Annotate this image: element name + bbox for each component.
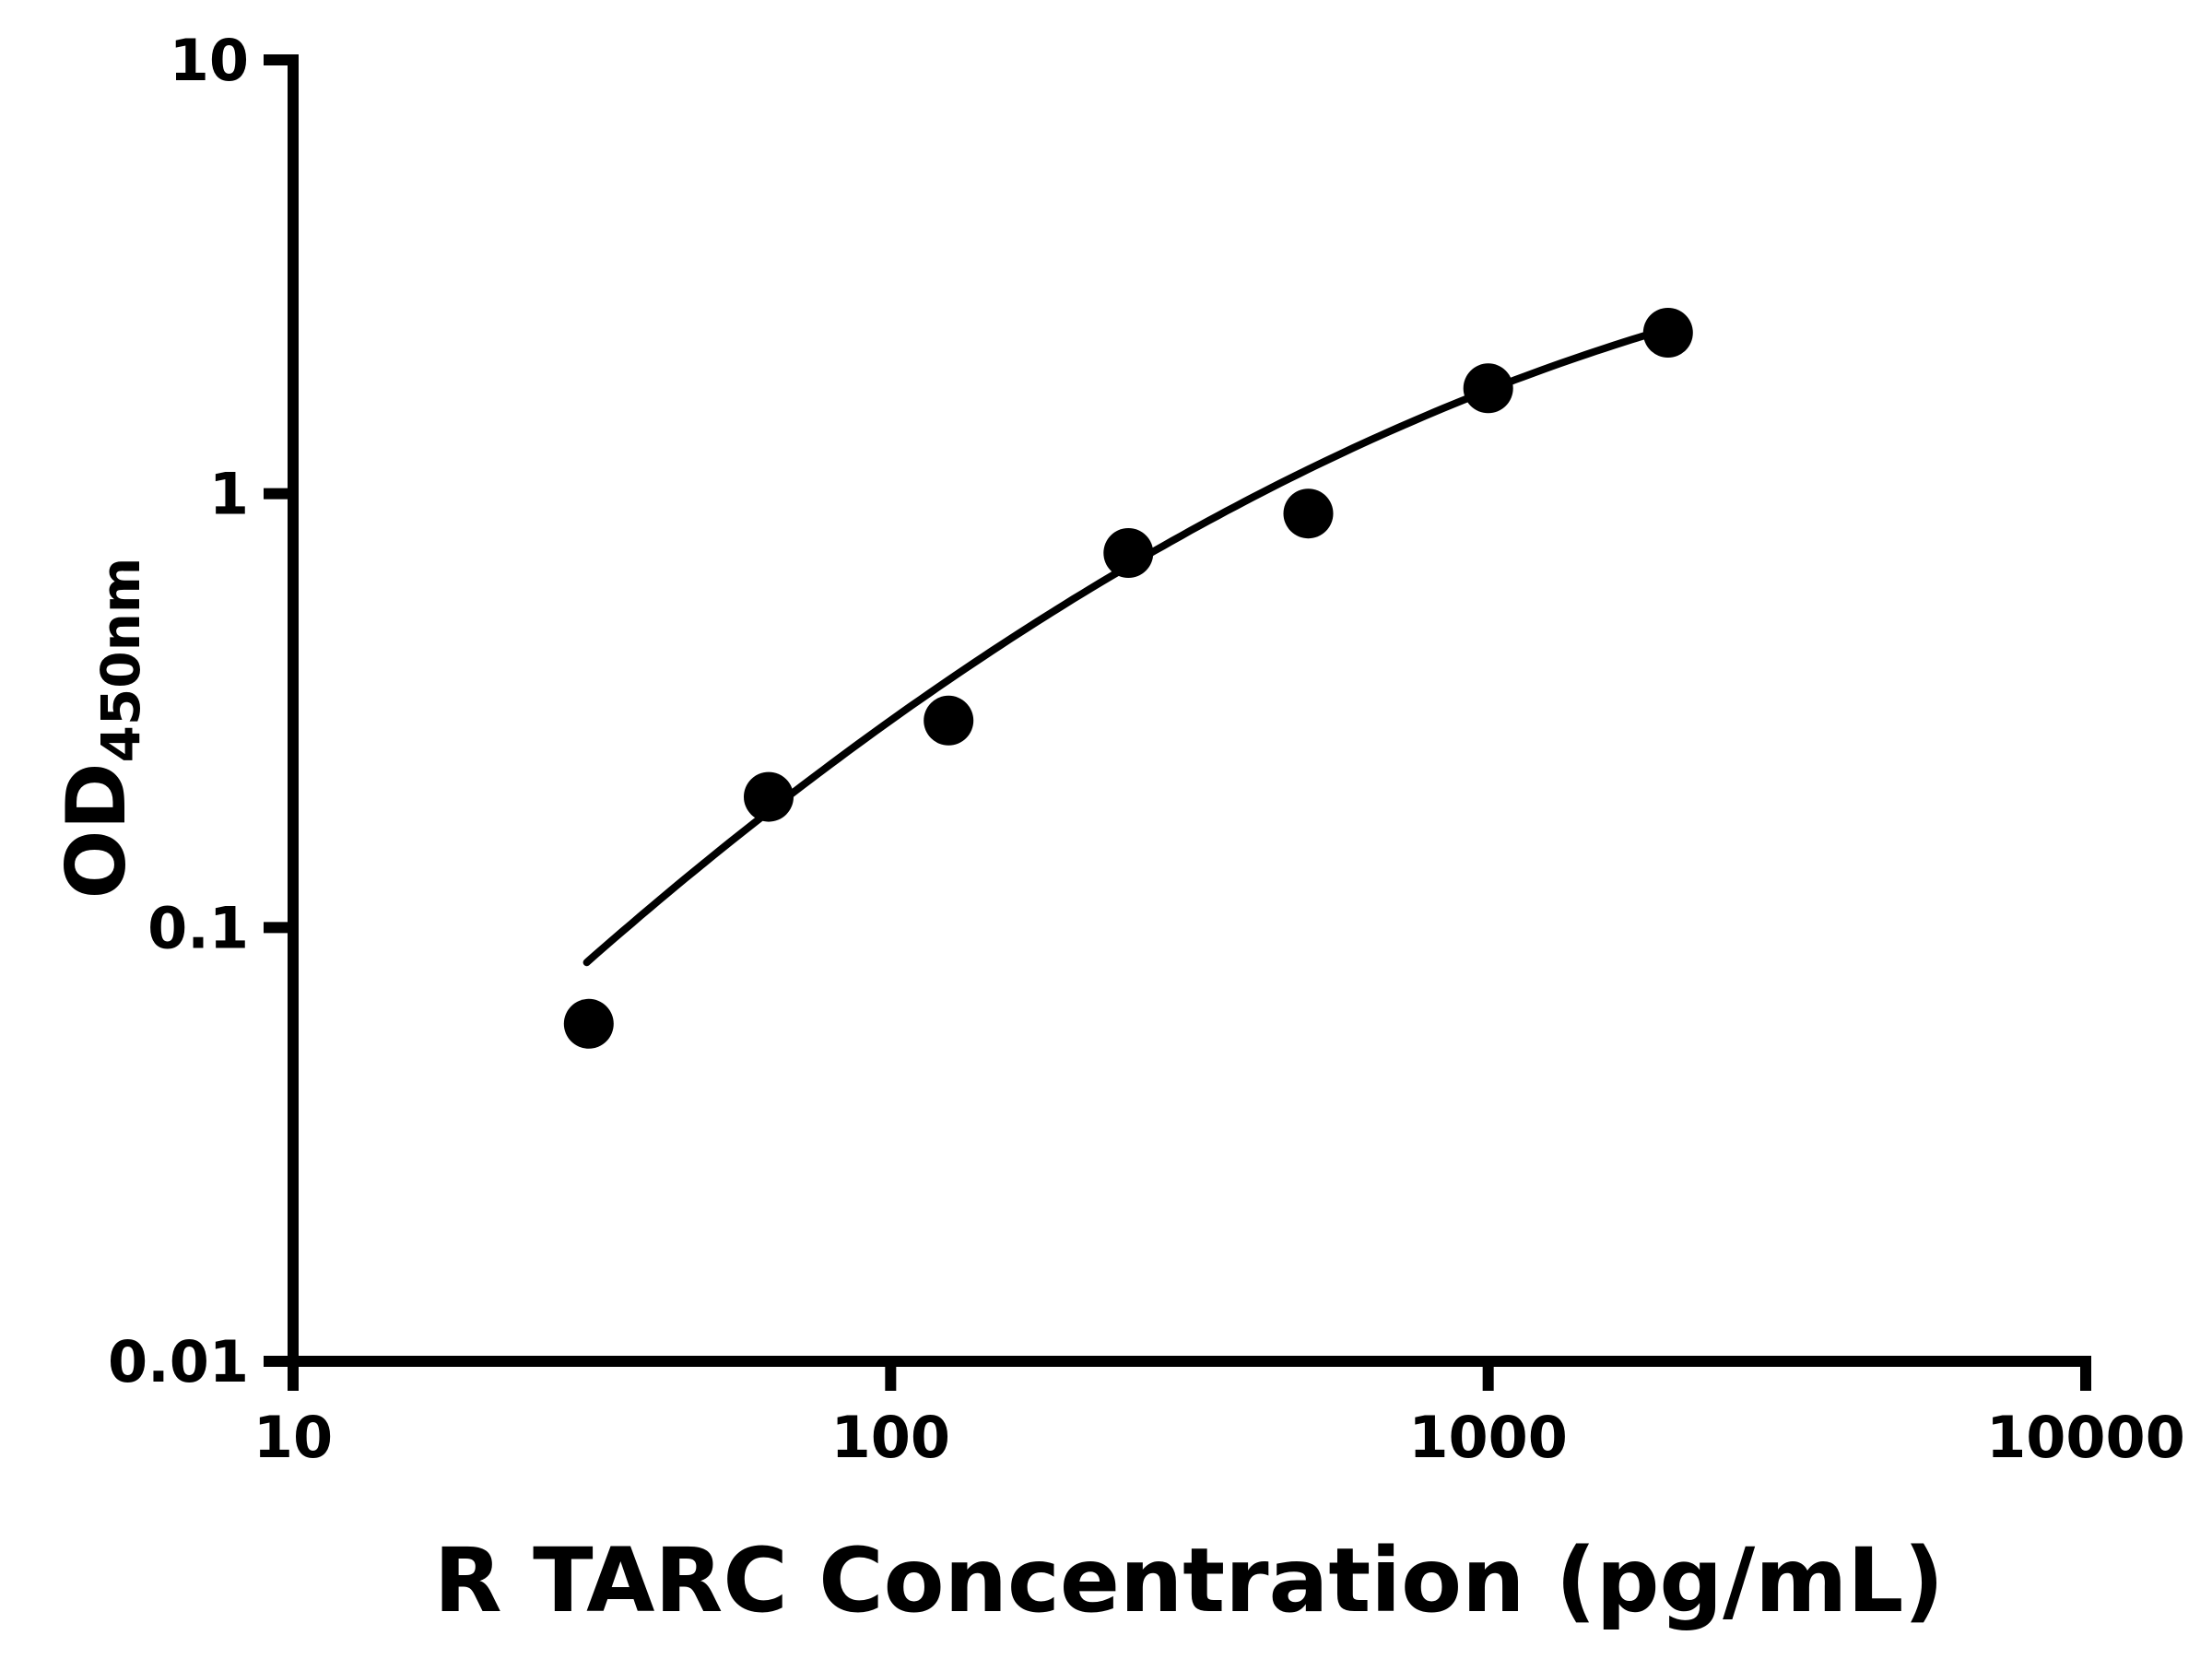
data-point <box>1463 363 1513 414</box>
x-tick-label: 10 <box>253 1404 333 1471</box>
data-point <box>1642 308 1693 358</box>
y-tick-label: 0.1 <box>147 894 249 961</box>
y-axis-title-sub: 450nm <box>89 558 152 763</box>
y-axis-title: OD450nm <box>49 558 152 900</box>
x-axis-title: R TARC Concentration (pg/mL) <box>434 1529 1945 1632</box>
x-tick-label: 100 <box>831 1404 950 1471</box>
data-point <box>1283 488 1334 539</box>
y-tick-label: 0.01 <box>108 1328 249 1395</box>
x-tick-label: 10000 <box>1986 1404 2185 1471</box>
x-axis-ticks: 10 100 1000 10000 <box>253 1361 2185 1471</box>
y-axis-title-main: OD <box>49 762 144 899</box>
fit-curve-group <box>582 324 1672 967</box>
data-point <box>744 771 794 822</box>
axes <box>288 54 2091 1367</box>
data-point <box>924 695 974 746</box>
fit-curve-path <box>582 324 1672 967</box>
data-point <box>1103 528 1154 578</box>
data-point <box>563 998 614 1049</box>
y-tick-label: 10 <box>170 27 249 94</box>
x-tick-label: 1000 <box>1408 1404 1568 1471</box>
data-points-group <box>563 308 1693 1049</box>
y-axis-ticks: 0.01 0.1 1 10 <box>108 27 293 1395</box>
y-tick-label: 1 <box>209 461 249 528</box>
